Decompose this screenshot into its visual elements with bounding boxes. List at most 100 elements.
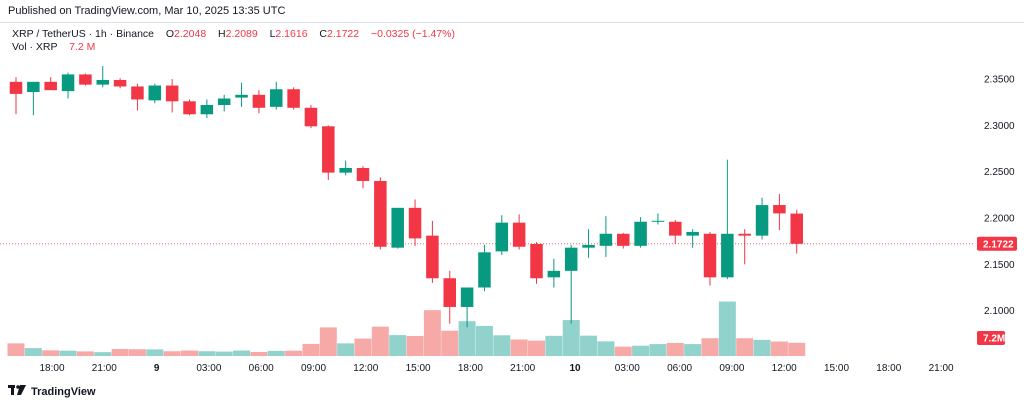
volume-bar bbox=[24, 348, 42, 356]
volume-bar bbox=[7, 343, 25, 356]
volume-bar bbox=[649, 344, 667, 356]
volume-bar bbox=[198, 351, 216, 356]
volume-bar bbox=[389, 335, 407, 356]
volume-bar bbox=[718, 301, 736, 356]
x-tick-label: 09:00 bbox=[719, 363, 744, 374]
candle-body bbox=[686, 231, 699, 236]
candle-body bbox=[460, 287, 474, 307]
volume-bar bbox=[441, 330, 459, 356]
volume-bar bbox=[267, 350, 285, 356]
volume-bar bbox=[423, 310, 441, 356]
volume-bar bbox=[406, 336, 424, 356]
volume-bar bbox=[215, 351, 233, 356]
x-tick-label: 21:00 bbox=[92, 363, 117, 374]
candle-body bbox=[443, 278, 456, 307]
candle-body bbox=[408, 207, 422, 239]
candle-body bbox=[304, 107, 318, 127]
volume-bar bbox=[94, 352, 112, 356]
volume-bar bbox=[510, 339, 528, 356]
last-volume-badge bbox=[977, 331, 1005, 345]
candle-body bbox=[703, 233, 717, 278]
candle-body bbox=[617, 233, 630, 246]
x-tick-label: 9 bbox=[154, 363, 160, 374]
x-tick-label: 18:00 bbox=[876, 363, 901, 374]
candle-body bbox=[322, 126, 335, 173]
volume-bar bbox=[128, 349, 146, 356]
volume-label: Vol · XRP bbox=[12, 41, 58, 53]
volume-bar bbox=[371, 326, 389, 356]
high-key: H bbox=[218, 28, 226, 40]
candle-body bbox=[217, 98, 231, 105]
header-divider bbox=[0, 22, 1024, 23]
volume-bar bbox=[701, 338, 719, 356]
volume-bar bbox=[458, 321, 476, 356]
candle-body bbox=[165, 85, 179, 102]
volume-bar bbox=[59, 350, 77, 356]
footer-brand[interactable]: TradingView bbox=[8, 385, 96, 398]
candle-body bbox=[790, 213, 803, 244]
low-key: L bbox=[269, 28, 276, 40]
volume-bar bbox=[614, 346, 632, 356]
x-tick-label: 15:00 bbox=[824, 363, 849, 374]
open-key: O bbox=[165, 28, 175, 40]
x-tick-label: 10 bbox=[569, 363, 581, 374]
candle-body bbox=[669, 221, 682, 236]
volume-bar bbox=[42, 350, 60, 356]
candle-body bbox=[599, 233, 613, 246]
chart-legend: XRP / TetherUS · 1h · Binance O2.2048 H2… bbox=[12, 28, 455, 54]
candle-body bbox=[564, 247, 578, 271]
volume-bar bbox=[285, 350, 303, 356]
x-tick-label: 21:00 bbox=[929, 363, 954, 374]
candle-body bbox=[773, 205, 786, 214]
symbol-label: XRP / TetherUS · 1h · Binance bbox=[12, 28, 155, 40]
x-tick-label: 18:00 bbox=[458, 363, 483, 374]
candle-body bbox=[582, 244, 595, 248]
last-price-badge bbox=[977, 236, 1017, 251]
volume-bar bbox=[319, 327, 337, 356]
candle-body bbox=[44, 81, 57, 91]
y-tick-label: 2.3500 bbox=[984, 75, 1015, 86]
candle-body bbox=[530, 243, 543, 279]
volume-row: Vol · XRP 7.2 M bbox=[12, 41, 455, 54]
volume-value: 7.2 M bbox=[69, 41, 96, 53]
candle-body bbox=[738, 233, 751, 236]
y-tick-label: 2.2500 bbox=[984, 167, 1015, 178]
candle-body bbox=[183, 101, 196, 115]
candle-body bbox=[131, 86, 144, 100]
volume-bar bbox=[475, 325, 493, 356]
volume-bar bbox=[788, 342, 806, 356]
x-tick-label: 09:00 bbox=[301, 363, 326, 374]
x-tick-label: 03:00 bbox=[196, 363, 221, 374]
symbol-ohlc-row: XRP / TetherUS · 1h · Binance O2.2048 H2… bbox=[12, 28, 455, 41]
volume-bar bbox=[146, 349, 164, 356]
close-value: 2.1722 bbox=[326, 28, 360, 40]
y-tick-label: 2.2000 bbox=[984, 214, 1015, 225]
volume-bar bbox=[580, 335, 598, 356]
published-note: Published on TradingView.com, Mar 10, 20… bbox=[8, 5, 286, 17]
candle-body bbox=[252, 94, 266, 108]
candle-body bbox=[96, 79, 109, 85]
candle-body bbox=[426, 235, 439, 279]
candle-body bbox=[200, 105, 214, 115]
tradingview-logo-icon bbox=[8, 385, 26, 398]
candle-body bbox=[634, 221, 647, 246]
candle-body bbox=[391, 207, 404, 248]
x-tick-label: 12:00 bbox=[353, 363, 378, 374]
candle-body bbox=[495, 222, 509, 252]
x-tick-label: 15:00 bbox=[406, 363, 431, 374]
x-tick-label: 18:00 bbox=[39, 363, 64, 374]
x-tick-label: 21:00 bbox=[510, 363, 535, 374]
volume-bar bbox=[597, 341, 615, 356]
candle-body bbox=[651, 220, 665, 222]
y-tick-label: 2.1000 bbox=[984, 306, 1015, 317]
candle-body bbox=[270, 89, 283, 107]
candle-body bbox=[547, 270, 561, 278]
volume-bar bbox=[181, 350, 198, 356]
volume-bar bbox=[163, 351, 181, 356]
volume-bar bbox=[632, 345, 650, 356]
volume-bar bbox=[233, 350, 251, 356]
candle-body bbox=[755, 205, 769, 236]
volume-bar bbox=[493, 335, 511, 356]
